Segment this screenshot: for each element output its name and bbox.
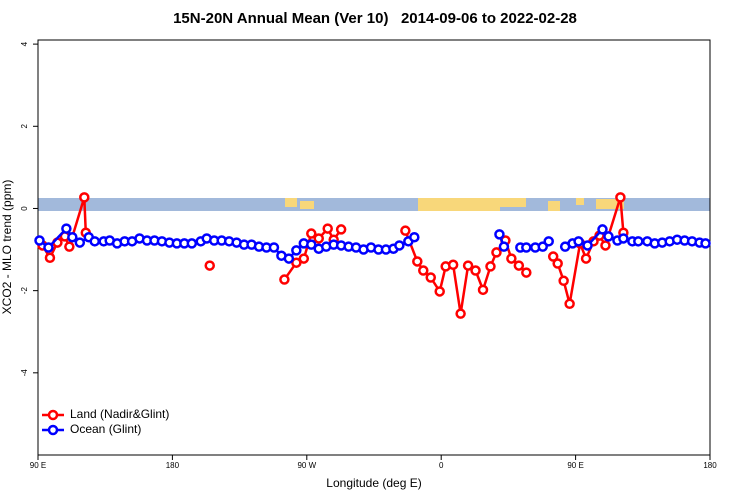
- legend: Land (Nadir&Glint)Ocean (Glint): [42, 407, 169, 436]
- point: [447, 259, 459, 271]
- x-axis-label: Longitude (deg E): [326, 476, 421, 490]
- legend-marker: [47, 424, 59, 436]
- point: [700, 238, 711, 249]
- y-tick-label: -4: [20, 369, 29, 377]
- point: [400, 225, 411, 236]
- y-axis-label: XCO2 - MLO trend (ppm): [0, 180, 14, 315]
- point: [34, 235, 45, 246]
- point: [558, 275, 569, 287]
- x-tick-label: 0: [439, 461, 444, 470]
- point: [543, 236, 554, 247]
- point: [494, 229, 505, 240]
- point: [394, 240, 405, 251]
- point: [485, 261, 496, 272]
- point: [306, 239, 317, 250]
- y-tick-label: 4: [20, 41, 29, 46]
- point: [618, 233, 629, 244]
- map-strip: [38, 198, 710, 211]
- point: [582, 240, 593, 251]
- point: [412, 256, 423, 267]
- x-tick-label: 90 E: [567, 461, 583, 470]
- point: [322, 223, 333, 234]
- x-tick-label: 180: [703, 461, 717, 470]
- point: [313, 233, 324, 244]
- point: [470, 265, 481, 276]
- point: [513, 260, 525, 271]
- legend-marker: [47, 409, 59, 421]
- land-patch: [300, 201, 314, 209]
- point: [279, 274, 290, 285]
- point: [491, 247, 502, 258]
- point: [74, 237, 86, 248]
- point: [477, 284, 489, 296]
- point: [306, 228, 317, 239]
- point: [268, 242, 280, 253]
- x-tick-label: 90 W: [297, 461, 316, 470]
- point: [597, 224, 608, 235]
- point: [552, 258, 563, 269]
- point: [564, 298, 575, 310]
- land-patch: [596, 199, 624, 209]
- point: [186, 238, 198, 249]
- x-tick-label: 90 E: [30, 461, 46, 470]
- point: [603, 231, 614, 242]
- point: [600, 240, 611, 251]
- land-patch: [285, 198, 297, 207]
- point: [418, 265, 429, 276]
- point: [283, 253, 295, 264]
- x-tick-label: 180: [166, 461, 180, 470]
- point: [298, 253, 310, 264]
- point: [204, 260, 215, 271]
- legend-label: Ocean (Glint): [70, 422, 141, 436]
- y-tick-label: -2: [20, 287, 29, 295]
- point: [521, 242, 532, 253]
- point: [335, 224, 347, 235]
- point: [455, 308, 466, 319]
- chart-title: 15N-20N Annual Mean (Ver 10) 2014-09-06 …: [173, 10, 577, 27]
- series-line: [41, 197, 625, 314]
- point: [521, 267, 532, 278]
- land-patch: [576, 198, 584, 205]
- land-patch: [548, 201, 560, 211]
- point: [506, 253, 517, 264]
- ocean-strip: [38, 198, 710, 211]
- point: [580, 253, 592, 264]
- land-patch: [500, 198, 526, 207]
- point: [615, 192, 626, 203]
- y-tick-label: 0: [20, 206, 29, 211]
- point: [291, 257, 302, 268]
- point: [64, 241, 75, 252]
- point: [67, 231, 78, 243]
- point: [79, 192, 90, 203]
- land-patch: [418, 198, 500, 211]
- point: [425, 272, 436, 283]
- point: [409, 231, 420, 243]
- point: [462, 260, 474, 271]
- point: [61, 223, 72, 234]
- point: [547, 251, 559, 262]
- point: [633, 236, 644, 247]
- point: [43, 242, 54, 253]
- point: [44, 252, 56, 264]
- point: [498, 241, 510, 252]
- point: [434, 286, 445, 297]
- point: [89, 236, 100, 247]
- point: [291, 245, 302, 256]
- point: [573, 236, 584, 247]
- y-tick-label: 2: [20, 124, 29, 129]
- legend-label: Land (Nadir&Glint): [70, 407, 169, 421]
